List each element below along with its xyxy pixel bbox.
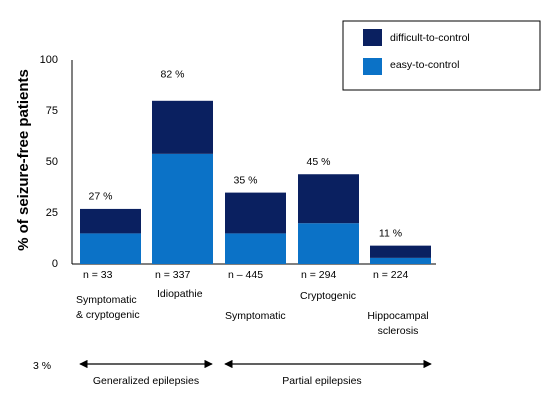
bar-symptomatic-difficult-to-control [225,192,286,234]
group-partial-label: Partial epilepsies [282,375,361,387]
bar-hippocampal-sclerosis-difficult-to-control [370,245,431,258]
bar-symptomatic-easy-to-control [225,233,286,264]
total-label-cryptogenic: 45 % [307,156,331,168]
group-generalized: Generalized epilepsies [79,359,213,387]
bar-symptomatic-cryptogenic-easy-to-control [80,233,141,264]
bar-cryptogenic-easy-to-control [298,223,359,264]
n-label-symptomatic: n – 445 [228,269,263,281]
n-label-symptomatic-cryptogenic: n = 33 [83,269,113,281]
legend-label-easy: easy-to-control [390,59,459,71]
category-label-symptomatic-cryptogenic: & cryptogenic [76,309,140,321]
bars-layer [80,100,431,264]
legend-swatch-difficult [363,29,382,46]
group-generalized-label: Generalized epilepsies [93,375,199,387]
category-label-hippocampal-sclerosis: sclerosis [378,325,419,337]
category-label-symptomatic-cryptogenic: Symptomatic [76,294,137,306]
total-label-symptomatic: 35 % [234,174,258,186]
n-label-hippocampal-sclerosis: n = 224 [373,269,408,281]
category-label-idiopathie: Idiopathie [157,288,203,300]
total-label-idiopathie: 82 % [161,69,185,81]
y-tick-label: 0 [52,258,58,270]
y-tick-label: 25 [46,207,58,219]
labels-layer: 27 % n = 33 82 % n = 337 35 % n – 445 45 % n = … [76,69,429,337]
y-tick-label: 50 [46,156,58,168]
category-label-cryptogenic: Cryptogenic [300,290,356,302]
y-tick-label: 100 [40,54,58,66]
category-label-hippocampal-sclerosis: Hippocampal [367,310,428,322]
legend: difficult-to-control easy-to-control [342,20,541,91]
total-label-hippocampal-sclerosis: 11 % [379,227,402,239]
bar-symptomatic-cryptogenic-difficult-to-control [80,208,141,234]
y-axis: 0 25 50 75 100 [40,54,58,270]
total-label-symptomatic-cryptogenic: 27 % [89,191,113,203]
legend-label-difficult: difficult-to-control [390,32,470,44]
y-tick-label: 75 [46,105,58,117]
bar-cryptogenic-difficult-to-control [298,174,359,224]
side-note: 3 % [33,360,51,372]
legend-swatch-easy [363,58,382,75]
bar-idiopathie-easy-to-control [152,153,213,264]
group-partial: Partial epilepsies [224,359,432,387]
bar-idiopathie-difficult-to-control [152,100,213,154]
y-axis-title: % of seizure-free patients [15,69,32,251]
n-label-idiopathie: n = 337 [155,269,190,281]
category-label-symptomatic: Symptomatic [225,310,286,322]
bar-hippocampal-sclerosis-easy-to-control [370,257,431,264]
n-label-cryptogenic: n = 294 [301,269,336,281]
